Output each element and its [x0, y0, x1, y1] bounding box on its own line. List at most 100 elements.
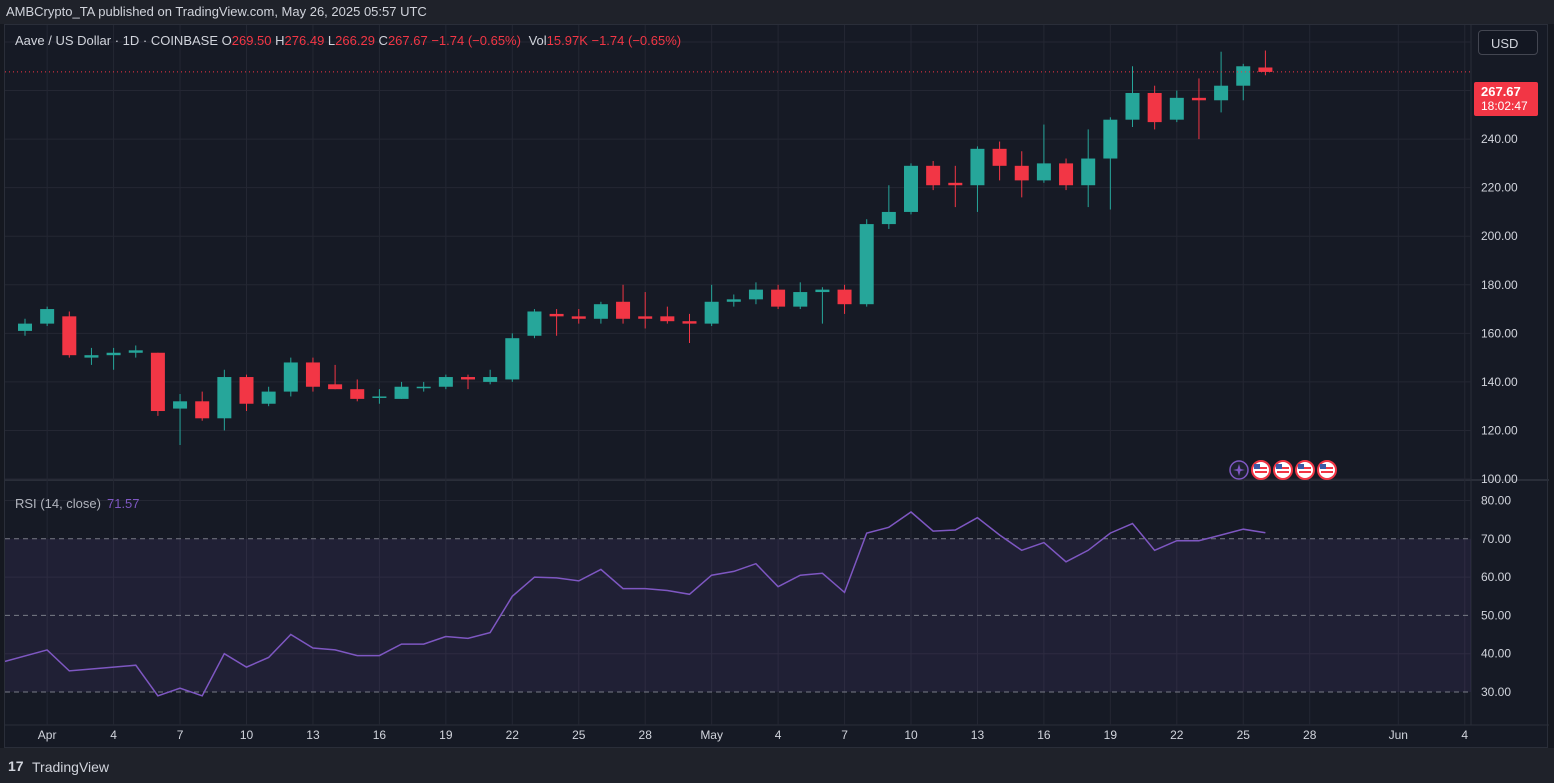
high-label: H: [275, 33, 285, 48]
candle-body: [859, 224, 874, 305]
time-tick-label: 19: [1104, 728, 1118, 742]
candle-body: [350, 389, 365, 399]
candle-body: [150, 352, 165, 412]
symbol-label[interactable]: Aave / US Dollar · 1D · COINBASE: [15, 33, 218, 48]
rsi-layer: [5, 511, 1266, 697]
candle-body: [372, 396, 387, 398]
candle-body: [305, 362, 320, 387]
rsi-value: 71.57: [106, 496, 140, 511]
candle-body: [793, 292, 808, 307]
candle-body: [416, 386, 431, 389]
price-tick-label: 220.00: [1481, 181, 1518, 195]
candle-body: [771, 289, 786, 307]
us-flag-icon[interactable]: [1317, 460, 1337, 480]
candle-body: [1214, 85, 1229, 101]
price-legend: Aave / US Dollar · 1D · COINBASE O269.50…: [15, 33, 681, 48]
candle-body: [1191, 97, 1206, 101]
candle-body: [904, 165, 918, 212]
candle-body: [84, 355, 99, 358]
candle-body: [881, 211, 896, 225]
candle-body: [1014, 165, 1029, 181]
candle-body: [1103, 119, 1118, 159]
candle-body: [1147, 92, 1162, 123]
candle-body: [261, 391, 276, 404]
candle-body: [438, 377, 453, 387]
published-header: AMBCrypto_TA published on TradingView.co…: [0, 0, 1554, 24]
candle-body: [195, 401, 210, 419]
candle-body: [992, 148, 1007, 166]
open-value: 269.50: [231, 33, 272, 48]
candle-body: [62, 316, 77, 356]
candle-body: [1059, 163, 1074, 186]
high-value: 276.49: [284, 33, 325, 48]
price-tick-label: 180.00: [1481, 278, 1518, 292]
price-tick-label: 200.00: [1481, 229, 1518, 243]
time-tick-label: 28: [639, 728, 653, 742]
candle-body: [1258, 67, 1273, 72]
price-tick-label: 100.00: [1481, 472, 1518, 486]
candle-body: [173, 401, 188, 409]
time-tick-label: 16: [373, 728, 387, 742]
candle-body: [549, 313, 564, 317]
candle-body: [483, 377, 498, 382]
rsi-tick-label: 50.00: [1481, 608, 1511, 622]
tradingview-brand[interactable]: TradingView: [32, 759, 110, 775]
time-tick-label: 10: [240, 728, 254, 742]
sparkle-icon[interactable]: [1229, 460, 1249, 480]
event-icons: [1229, 460, 1337, 480]
candle-body: [128, 350, 143, 353]
open-label: O: [221, 33, 232, 48]
candle-body: [505, 338, 520, 380]
candle-body: [1081, 158, 1096, 186]
candle-body: [815, 289, 830, 293]
candle-body: [638, 316, 653, 319]
footer-bar: 17 TradingView: [0, 748, 1554, 783]
chart-panel[interactable]: 280.00240.00220.00200.00180.00160.00140.…: [4, 24, 1549, 749]
time-tick-label: 22: [506, 728, 520, 742]
change-value: −1.74 (−0.65%): [431, 33, 521, 48]
volume-change-value: −1.74 (−0.65%): [591, 33, 682, 48]
volume-label: Vol: [528, 33, 547, 48]
candle-body: [527, 311, 542, 336]
candle-body: [1169, 97, 1184, 120]
us-flag-icon[interactable]: [1273, 460, 1293, 480]
time-tick-label: 16: [1037, 728, 1051, 742]
tradingview-logo-icon[interactable]: 17: [8, 758, 24, 774]
time-tick-label: 28: [1303, 728, 1317, 742]
candle-body: [704, 301, 719, 324]
low-value: 266.29: [335, 33, 375, 48]
time-tick-label: 4: [775, 728, 782, 742]
currency-button[interactable]: USD: [1478, 30, 1538, 55]
candle-body: [1125, 92, 1140, 120]
close-label: C: [378, 33, 388, 48]
last-price: 267.67: [1481, 84, 1521, 99]
candle-body: [283, 362, 298, 392]
candle-body: [748, 289, 763, 300]
candle-body: [926, 165, 941, 186]
time-tick-label: 7: [177, 728, 184, 742]
us-flag-icon[interactable]: [1251, 460, 1271, 480]
rsi-tick-label: 30.00: [1481, 685, 1511, 699]
time-tick-label: 25: [1237, 728, 1251, 742]
rsi-label[interactable]: RSI (14, close): [15, 496, 101, 511]
price-chart-svg[interactable]: 280.00240.00220.00200.00180.00160.00140.…: [5, 25, 1549, 749]
rsi-tick-label: 70.00: [1481, 532, 1511, 546]
candle-body: [660, 316, 675, 322]
rsi-legend: RSI (14, close) 71.57: [15, 496, 140, 511]
price-tick-label: 120.00: [1481, 423, 1518, 437]
candle-body: [328, 384, 343, 390]
candle-body: [18, 323, 32, 331]
low-label: L: [327, 33, 336, 48]
candle-body: [106, 352, 121, 356]
time-tick-label: 22: [1170, 728, 1184, 742]
candle-body: [970, 148, 985, 186]
us-flag-icon[interactable]: [1295, 460, 1315, 480]
time-tick-label: May: [700, 728, 723, 742]
candle-layer: [5, 50, 1471, 446]
candle-body: [616, 301, 631, 319]
rsi-band-layer: [5, 538, 1471, 693]
candle-body: [1236, 66, 1251, 86]
rsi-tick-label: 40.00: [1481, 647, 1511, 661]
rsi-tick-label: 80.00: [1481, 494, 1511, 508]
time-tick-label: 7: [841, 728, 848, 742]
